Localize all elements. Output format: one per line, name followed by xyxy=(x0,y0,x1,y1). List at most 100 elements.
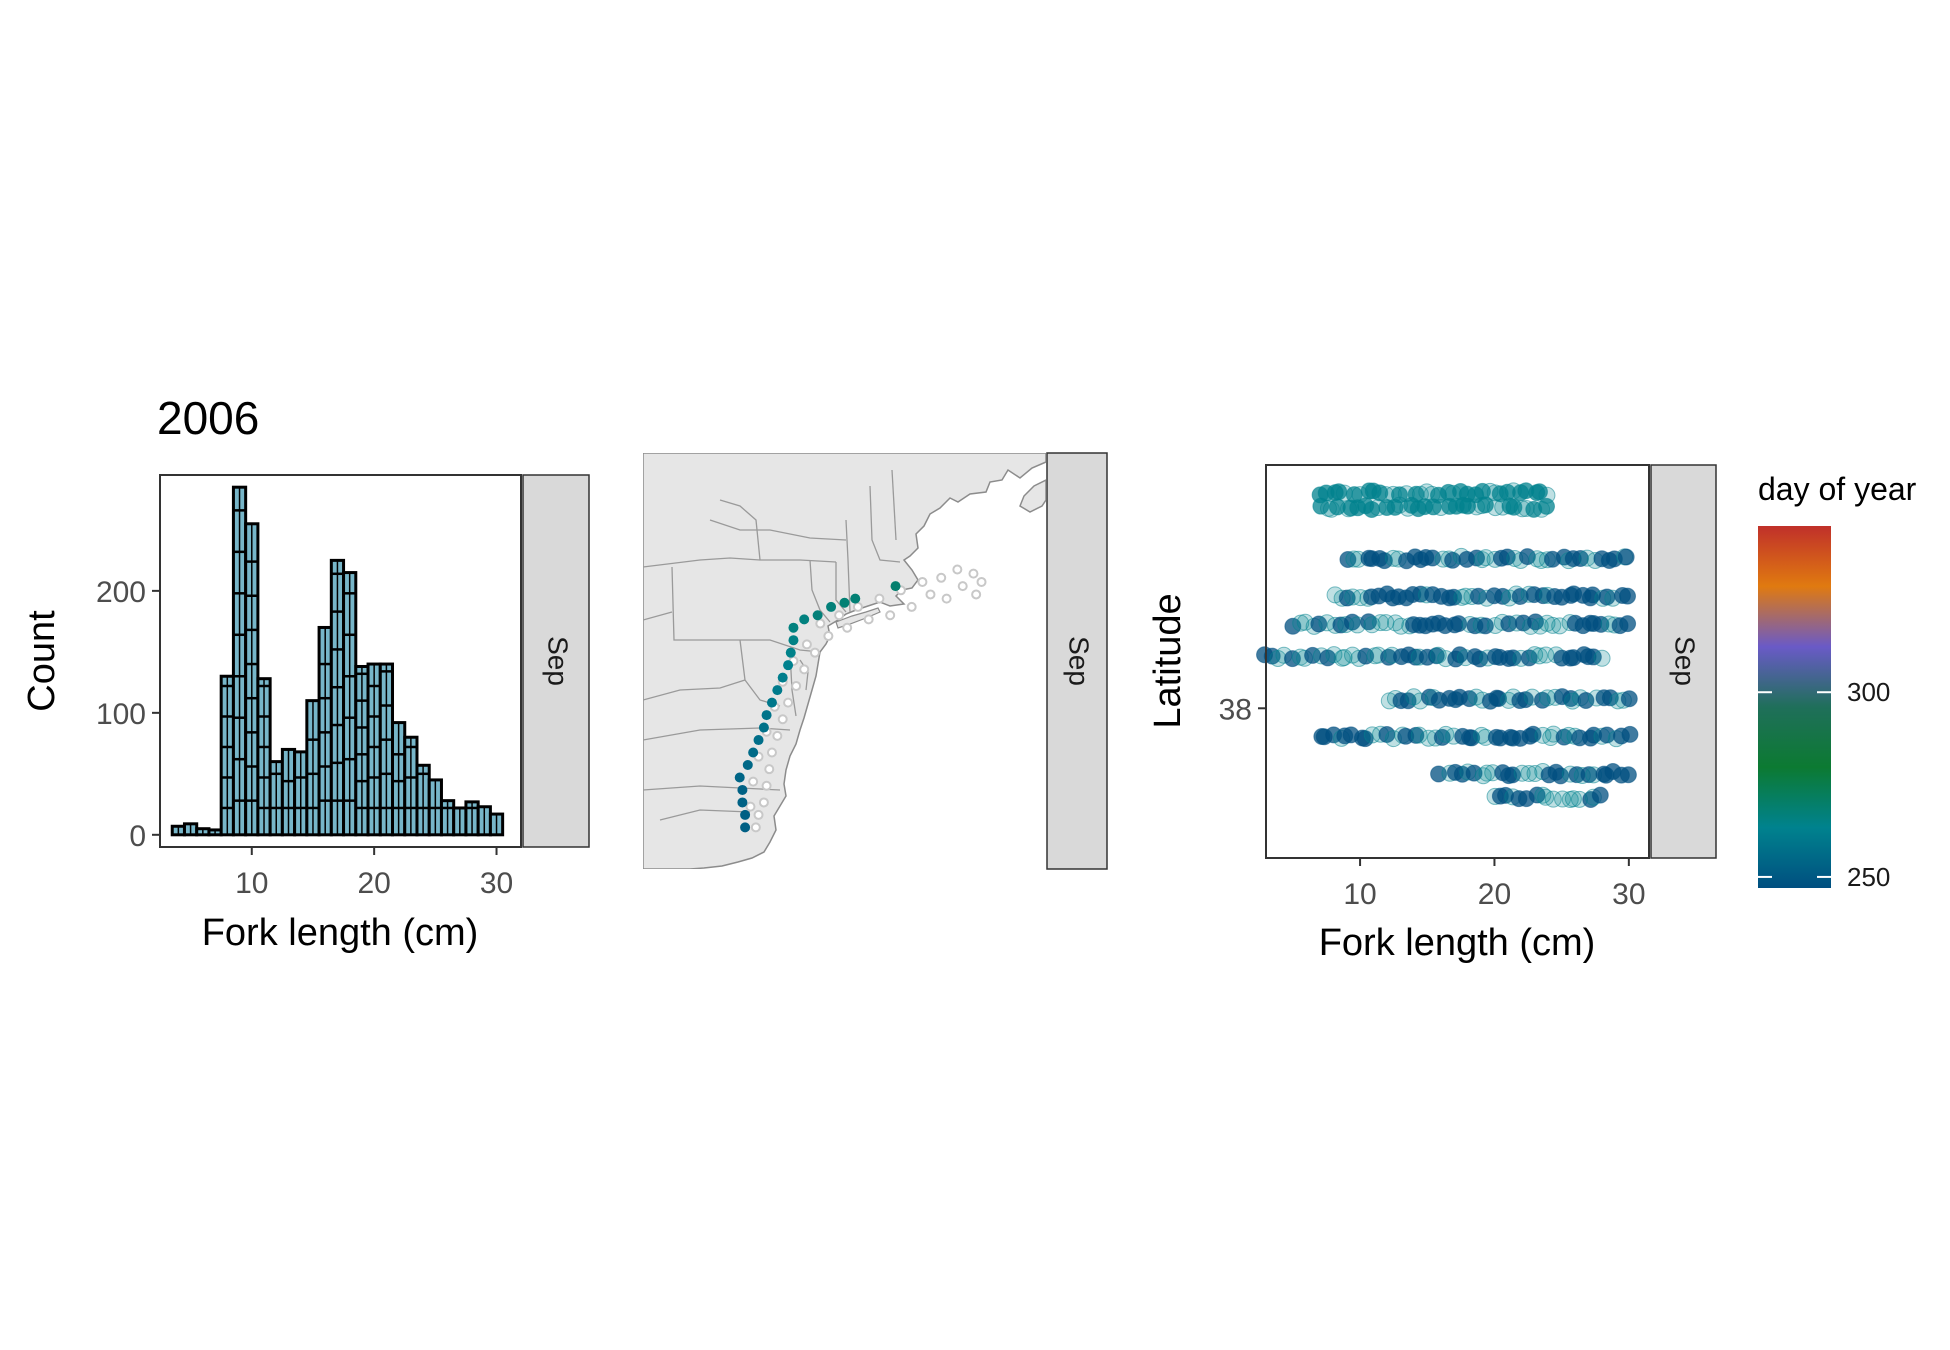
histogram-frame xyxy=(159,474,522,848)
map-station xyxy=(761,780,772,791)
map-panel: Sep xyxy=(643,452,1108,870)
map-point xyxy=(839,597,850,608)
map-station xyxy=(936,572,947,583)
map-station xyxy=(801,639,812,650)
scatter-point xyxy=(1476,496,1494,514)
map-point xyxy=(740,809,751,820)
histogram-y-tick-label: 100 xyxy=(96,698,146,731)
scatter-y-label: Latitude xyxy=(1147,593,1189,728)
map-point xyxy=(766,697,777,708)
scatter-point xyxy=(1371,484,1389,502)
map-points xyxy=(734,581,901,833)
scatter-point xyxy=(1571,549,1589,567)
scatter-point xyxy=(1534,786,1552,804)
histogram-facet-strip xyxy=(522,474,590,848)
map-station xyxy=(777,714,788,725)
map-station xyxy=(874,593,885,604)
figure-title: 2006 xyxy=(157,392,259,444)
scatter-point xyxy=(1617,548,1635,566)
scatter-point xyxy=(1494,587,1512,605)
map-station xyxy=(748,776,759,787)
map-station xyxy=(852,601,863,612)
map-station xyxy=(885,610,896,621)
map-station xyxy=(941,593,952,604)
map-point xyxy=(737,784,748,795)
scatter-point xyxy=(1386,498,1404,516)
map-station xyxy=(823,631,834,642)
map-point xyxy=(788,635,799,646)
scatter-point xyxy=(1386,614,1404,632)
scatter-point xyxy=(1531,617,1549,635)
map-stations xyxy=(745,564,987,833)
scatter-point xyxy=(1591,786,1609,804)
map-station xyxy=(957,581,968,592)
colour-legend: day of year 250 300 xyxy=(1758,471,1917,892)
map-point xyxy=(777,672,788,683)
map-station xyxy=(863,614,874,625)
scatter-point xyxy=(1459,497,1477,515)
map-point xyxy=(740,822,751,833)
map-point xyxy=(758,722,769,733)
map-point xyxy=(826,601,837,612)
map-point xyxy=(742,760,753,770)
map-station xyxy=(968,568,979,579)
scatter-point xyxy=(1360,613,1378,631)
scatter-point xyxy=(1619,615,1637,633)
scatter-point xyxy=(1620,690,1638,708)
map-station xyxy=(791,680,802,691)
legend-title: day of year xyxy=(1758,471,1917,507)
scatter-point xyxy=(1577,691,1595,709)
histogram-x-label: Fork length (cm) xyxy=(202,912,479,954)
histogram-y-tick-label: 0 xyxy=(129,820,146,853)
scatter-x-axis: 10 20 30 xyxy=(1343,858,1646,911)
scatter-point xyxy=(1325,646,1343,664)
histogram-x-axis: 10 20 30 xyxy=(235,847,513,900)
scatter-x-label: Fork length (cm) xyxy=(1319,922,1596,964)
histogram-x-tick-label: 30 xyxy=(480,867,513,900)
scatter-facet-label: Sep xyxy=(1670,636,1701,686)
map-station xyxy=(971,589,982,600)
scatter-point xyxy=(1520,764,1538,782)
scatter-point xyxy=(1460,690,1478,708)
histogram-panel: 0 100 200 10 20 30 Fork length (cm) Count Se… xyxy=(21,474,590,954)
scatter-facet-strip xyxy=(1650,464,1717,859)
histogram-bars xyxy=(170,485,505,837)
map-station xyxy=(783,697,794,708)
scatter-points xyxy=(1256,482,1639,809)
map-point xyxy=(799,614,810,625)
scatter-point xyxy=(1593,649,1611,667)
histogram-x-tick-label: 10 xyxy=(235,867,268,900)
map-point xyxy=(783,660,794,671)
map-point xyxy=(890,581,901,592)
map-facet-strip xyxy=(1046,452,1108,870)
scatter-point xyxy=(1564,790,1582,808)
map-station xyxy=(842,622,853,633)
legend-ticks: 250 300 xyxy=(1758,677,1890,892)
state-borders xyxy=(643,469,901,821)
land-nova-scotia xyxy=(1019,479,1046,513)
scatter-point xyxy=(1463,729,1481,747)
histogram-y-label: Count xyxy=(21,610,63,712)
map-station xyxy=(758,797,769,808)
map-point xyxy=(785,647,796,658)
map-station xyxy=(976,576,987,587)
map-station xyxy=(750,822,761,833)
scatter-y-tick-label: 38 xyxy=(1219,693,1252,726)
scatter-x-tick-label: 20 xyxy=(1478,878,1511,911)
scatter-point xyxy=(1513,764,1531,782)
scatter-point xyxy=(1619,587,1637,605)
map-station xyxy=(834,610,845,621)
scatter-point xyxy=(1544,616,1562,634)
legend-tick-label: 250 xyxy=(1847,862,1890,892)
histogram-x-tick-label: 20 xyxy=(357,867,390,900)
scatter-point xyxy=(1516,691,1534,709)
map-station xyxy=(917,576,928,587)
histogram-facet-label: Sep xyxy=(543,636,574,686)
map-station xyxy=(925,589,936,600)
map-station xyxy=(815,618,826,629)
histogram-y-axis: 0 100 200 xyxy=(96,576,160,853)
map-station xyxy=(745,801,756,812)
histogram-y-tick-label: 200 xyxy=(96,576,146,609)
map-station xyxy=(766,747,777,758)
